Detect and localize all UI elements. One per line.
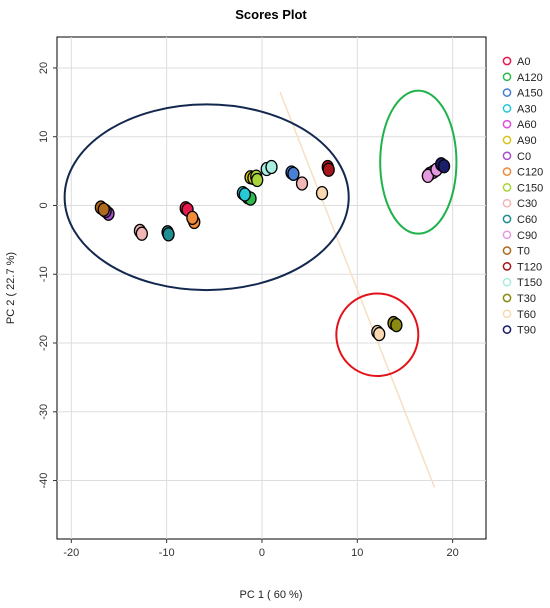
- legend-marker: [502, 167, 512, 176]
- score-point: [238, 187, 251, 202]
- y-tick-label: 20: [38, 62, 50, 74]
- legend-marker: [502, 198, 512, 208]
- legend-label: A150: [517, 88, 543, 100]
- y-tick-label: -10: [38, 266, 50, 282]
- legend-label: C90: [517, 230, 537, 242]
- legend-marker: [502, 72, 512, 82]
- group-ellipse: [335, 292, 420, 378]
- legend-label: T30: [517, 293, 536, 305]
- y-tick-label: 10: [38, 131, 50, 143]
- score-point: [295, 176, 309, 191]
- score-point: [265, 159, 278, 175]
- x-axis-title: PC 1 ( 60 %): [240, 589, 303, 601]
- y-tick-label: 0: [38, 202, 50, 208]
- y-axis-ticks: 20 10 0 -10 -20 -30 -40: [38, 62, 57, 489]
- x-axis-ticks: -20 -10 0 10 20: [63, 539, 459, 559]
- legend-label: A0: [517, 56, 530, 68]
- legend-label: C30: [517, 198, 537, 210]
- score-point: [437, 159, 451, 174]
- reference-line-layer: [279, 91, 436, 488]
- legend-label: T60: [517, 309, 536, 321]
- score-point: [373, 326, 386, 342]
- x-tick-label: -20: [63, 547, 79, 559]
- legend-marker: [502, 277, 512, 287]
- legend-marker: [502, 293, 512, 303]
- legend-marker: [502, 309, 512, 319]
- x-tick-label: 20: [447, 547, 459, 559]
- legend-marker: [502, 183, 512, 192]
- legend-label: C150: [517, 182, 543, 194]
- legend-label: C0: [517, 151, 531, 163]
- legend-label: A30: [517, 103, 537, 115]
- score-point: [322, 162, 335, 177]
- grid: [57, 37, 486, 539]
- legend-marker: [502, 119, 512, 129]
- plot-panel: [56, 36, 487, 540]
- legend-marker: [502, 246, 512, 255]
- legend-label: A120: [517, 72, 543, 84]
- legend-marker: [502, 88, 512, 97]
- legend-label: A90: [517, 135, 537, 147]
- score-point: [287, 166, 300, 181]
- score-point: [390, 317, 403, 333]
- x-tick-label: 0: [259, 547, 265, 559]
- x-tick-label: -10: [159, 547, 175, 559]
- score-point: [315, 185, 329, 201]
- legend-marker: [502, 262, 512, 271]
- y-tick-label: -40: [38, 473, 50, 489]
- score-points: [94, 157, 451, 342]
- score-point: [251, 172, 264, 188]
- legend-marker: [502, 151, 512, 161]
- x-tick-label: 10: [351, 547, 363, 559]
- score-point: [135, 226, 148, 241]
- confidence-ellipses: [63, 89, 458, 378]
- legend-marker: [502, 56, 512, 66]
- group-ellipse: [379, 89, 458, 235]
- group-ellipse: [63, 103, 350, 292]
- legend-label: C60: [517, 214, 537, 226]
- y-tick-label: -30: [38, 404, 50, 420]
- chart-title: Scores Plot: [235, 7, 307, 22]
- score-point: [186, 210, 199, 226]
- score-point: [97, 202, 110, 217]
- legend-marker: [502, 325, 512, 334]
- legend-marker: [502, 214, 512, 224]
- legend-label: T150: [517, 277, 542, 289]
- legend: A0 A120 A150 A30 A60 A90 C0 C120 C150 C30 C60 C90 T0…: [502, 56, 543, 337]
- legend-label: T90: [517, 325, 536, 337]
- legend-marker: [502, 135, 512, 145]
- reference-line: [279, 91, 436, 488]
- legend-label: T0: [517, 246, 530, 258]
- y-axis-title: PC 2 ( 22.7 %): [5, 252, 17, 324]
- score-point: [162, 227, 175, 242]
- y-tick-label: -20: [38, 335, 50, 351]
- legend-label: C120: [517, 167, 543, 179]
- legend-marker: [502, 230, 512, 240]
- legend-marker: [502, 104, 512, 113]
- legend-label: T120: [517, 261, 542, 273]
- legend-label: A60: [517, 119, 537, 131]
